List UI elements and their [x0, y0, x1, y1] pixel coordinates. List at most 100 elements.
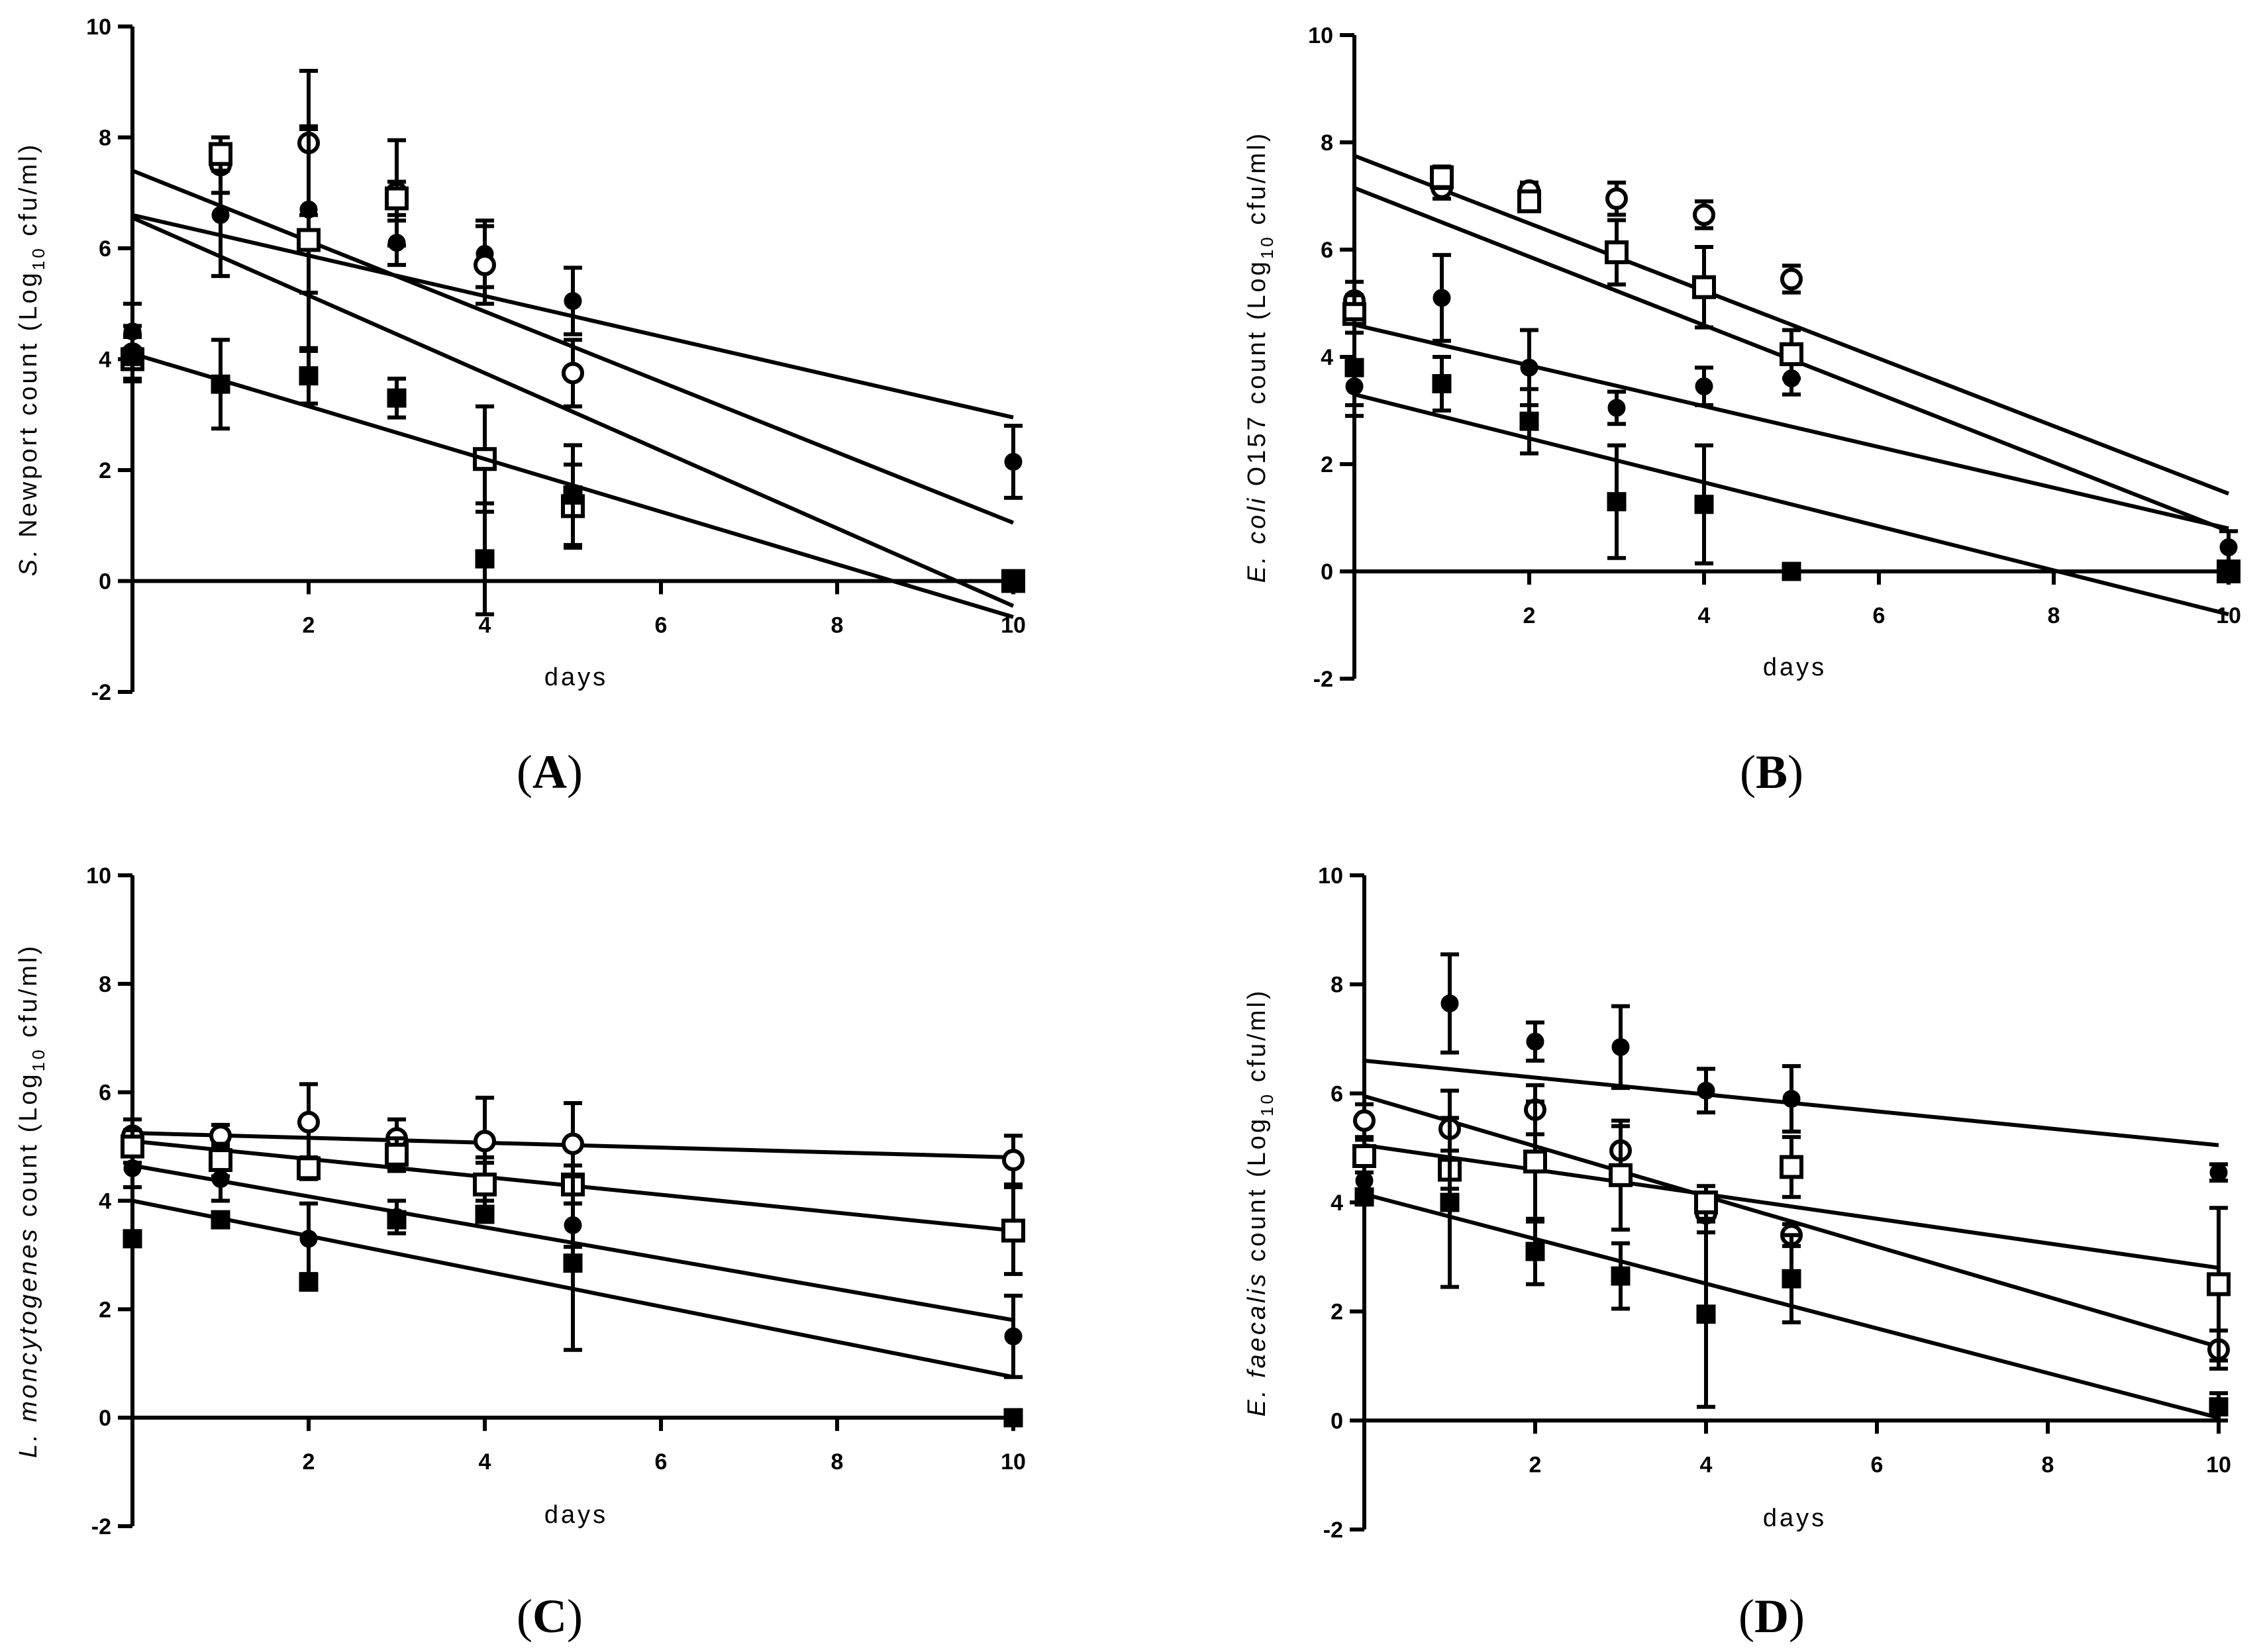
x-tick-label-b: 10 [2216, 603, 2241, 628]
point-filled-square-d [2209, 1397, 2229, 1417]
point-filled-square-b [1519, 411, 1539, 431]
point-filled-square-b [2219, 561, 2239, 581]
point-open-circle-c [1002, 1149, 1025, 1172]
point-filled-circle-c [1004, 1327, 1023, 1345]
panel-label-c: (C) [517, 1590, 583, 1643]
y-tick-label-a: 2 [99, 458, 111, 483]
y-tick-label-c: 4 [99, 1189, 111, 1214]
point-open-square-b [1780, 342, 1803, 366]
point-filled-circle-d [1526, 1032, 1544, 1051]
point-filled-square-a [123, 346, 142, 366]
x-tick-label-d: 10 [2206, 1452, 2231, 1477]
x-tick-label-d: 6 [1871, 1452, 1884, 1477]
trend-line-open-circle-b [1353, 154, 2230, 496]
point-open-circle-c [297, 1110, 320, 1134]
x-axis-title-a: days [544, 663, 608, 691]
point-filled-circle-a [1004, 452, 1023, 471]
x-tick-label-a: 2 [303, 613, 315, 638]
x-tick-label-c: 10 [1001, 1449, 1026, 1475]
point-filled-square-a [563, 485, 583, 505]
point-open-square-c [1001, 1218, 1025, 1243]
trend-line-open-square-d [1364, 1143, 2219, 1270]
x-tick-label-b: 4 [1698, 603, 1711, 628]
point-open-circle-b [1605, 187, 1628, 211]
y-tick-label-d: 2 [1331, 1300, 1343, 1325]
x-tick-label-d: 8 [2042, 1452, 2054, 1477]
y-tick-label-b: 10 [1308, 23, 1333, 48]
y-tick-label-d: 0 [1331, 1408, 1343, 1433]
point-filled-square-d [1782, 1269, 1801, 1288]
point-filled-square-c [211, 1210, 230, 1230]
point-open-square-d [1352, 1144, 1376, 1169]
x-tick-label-d: 4 [1700, 1452, 1713, 1477]
point-open-circle-b [1693, 203, 1715, 226]
y-axis-title-c: L. moncytogenes count (Log10 cfu/ml) [15, 944, 48, 1458]
point-open-square-c [473, 1172, 497, 1196]
y-tick-label-b: 6 [1321, 238, 1333, 263]
point-filled-square-a [475, 549, 495, 569]
point-filled-square-a [387, 388, 407, 408]
point-filled-circle-d [1440, 994, 1459, 1012]
y-tick-label-d: -2 [1323, 1518, 1343, 1543]
point-filled-square-a [1003, 571, 1023, 591]
y-axis-title-d: E. faecalis count (Log10 cfu/ml) [1243, 989, 1277, 1417]
point-filled-square-a [211, 374, 230, 394]
y-tick-label-d: 6 [1331, 1081, 1343, 1106]
point-filled-square-b [1432, 374, 1452, 393]
panel-label-d: (D) [1738, 1590, 1805, 1643]
point-open-circle-c [474, 1130, 496, 1153]
x-tick-label-c: 2 [303, 1449, 315, 1475]
point-filled-circle-b [1433, 289, 1451, 307]
x-axis-title-d: days [1763, 1504, 1827, 1532]
point-filled-square-d [1354, 1187, 1374, 1207]
point-filled-square-b [1344, 358, 1364, 377]
y-tick-label-b: 4 [1321, 345, 1333, 370]
point-filled-square-c [1003, 1408, 1023, 1428]
point-filled-circle-d [1355, 1171, 1374, 1190]
point-open-square-d [2207, 1272, 2231, 1296]
x-tick-label-a: 6 [655, 613, 668, 638]
point-filled-square-d [1440, 1192, 1460, 1212]
x-tick-label-b: 6 [1873, 603, 1886, 628]
x-tick-label-a: 8 [831, 613, 844, 638]
trend-line-open-square-a [131, 216, 1015, 608]
point-open-square-a [385, 186, 409, 211]
point-filled-circle-d [2209, 1163, 2228, 1182]
y-axis-title-a: S. Newport count (Log10 cfu/ml) [15, 142, 48, 577]
point-filled-square-d [1525, 1241, 1545, 1261]
x-axis-title-b: days [1763, 654, 1827, 681]
point-open-square-d [1609, 1163, 1633, 1187]
point-filled-square-c [563, 1253, 583, 1273]
y-tick-label-c: 6 [99, 1081, 111, 1106]
point-filled-square-d [1696, 1304, 1716, 1324]
point-filled-square-a [299, 366, 319, 386]
point-open-square-b [1605, 240, 1629, 265]
y-tick-label-a: 8 [99, 126, 111, 151]
point-filled-square-c [387, 1210, 407, 1230]
trend-line-filled-square-b [1354, 392, 2229, 616]
point-open-square-a [209, 142, 232, 166]
y-tick-label-c: 2 [99, 1297, 111, 1322]
point-filled-circle-b [1520, 358, 1538, 377]
point-filled-circle-d [1697, 1081, 1715, 1100]
y-tick-label-c: 0 [99, 1406, 111, 1431]
point-open-square-b [1430, 165, 1454, 189]
point-filled-square-b [1694, 495, 1714, 514]
y-tick-label-a: 0 [99, 569, 111, 595]
y-tick-label-a: -2 [91, 680, 111, 705]
y-tick-label-d: 8 [1331, 973, 1343, 998]
point-filled-circle-b [1607, 399, 1626, 417]
point-open-circle-a [474, 254, 496, 277]
panel-label-b: (B) [1740, 746, 1803, 799]
y-tick-label-d: 4 [1331, 1190, 1343, 1216]
y-tick-label-b: 0 [1321, 559, 1333, 585]
point-open-square-c [121, 1134, 144, 1159]
point-filled-square-b [1782, 561, 1801, 581]
y-axis-title-b: E. coli O157 count (Log10 cfu/ml) [1243, 131, 1277, 583]
y-tick-label-a: 4 [99, 348, 111, 373]
panel-d: -2 0 2 4 6 8 10 2 4 6 8 10 days E. faecalis count (Lo… [1243, 863, 2231, 1643]
point-open-circle-b [1780, 267, 1803, 291]
y-tick-label-a: 10 [86, 15, 111, 40]
